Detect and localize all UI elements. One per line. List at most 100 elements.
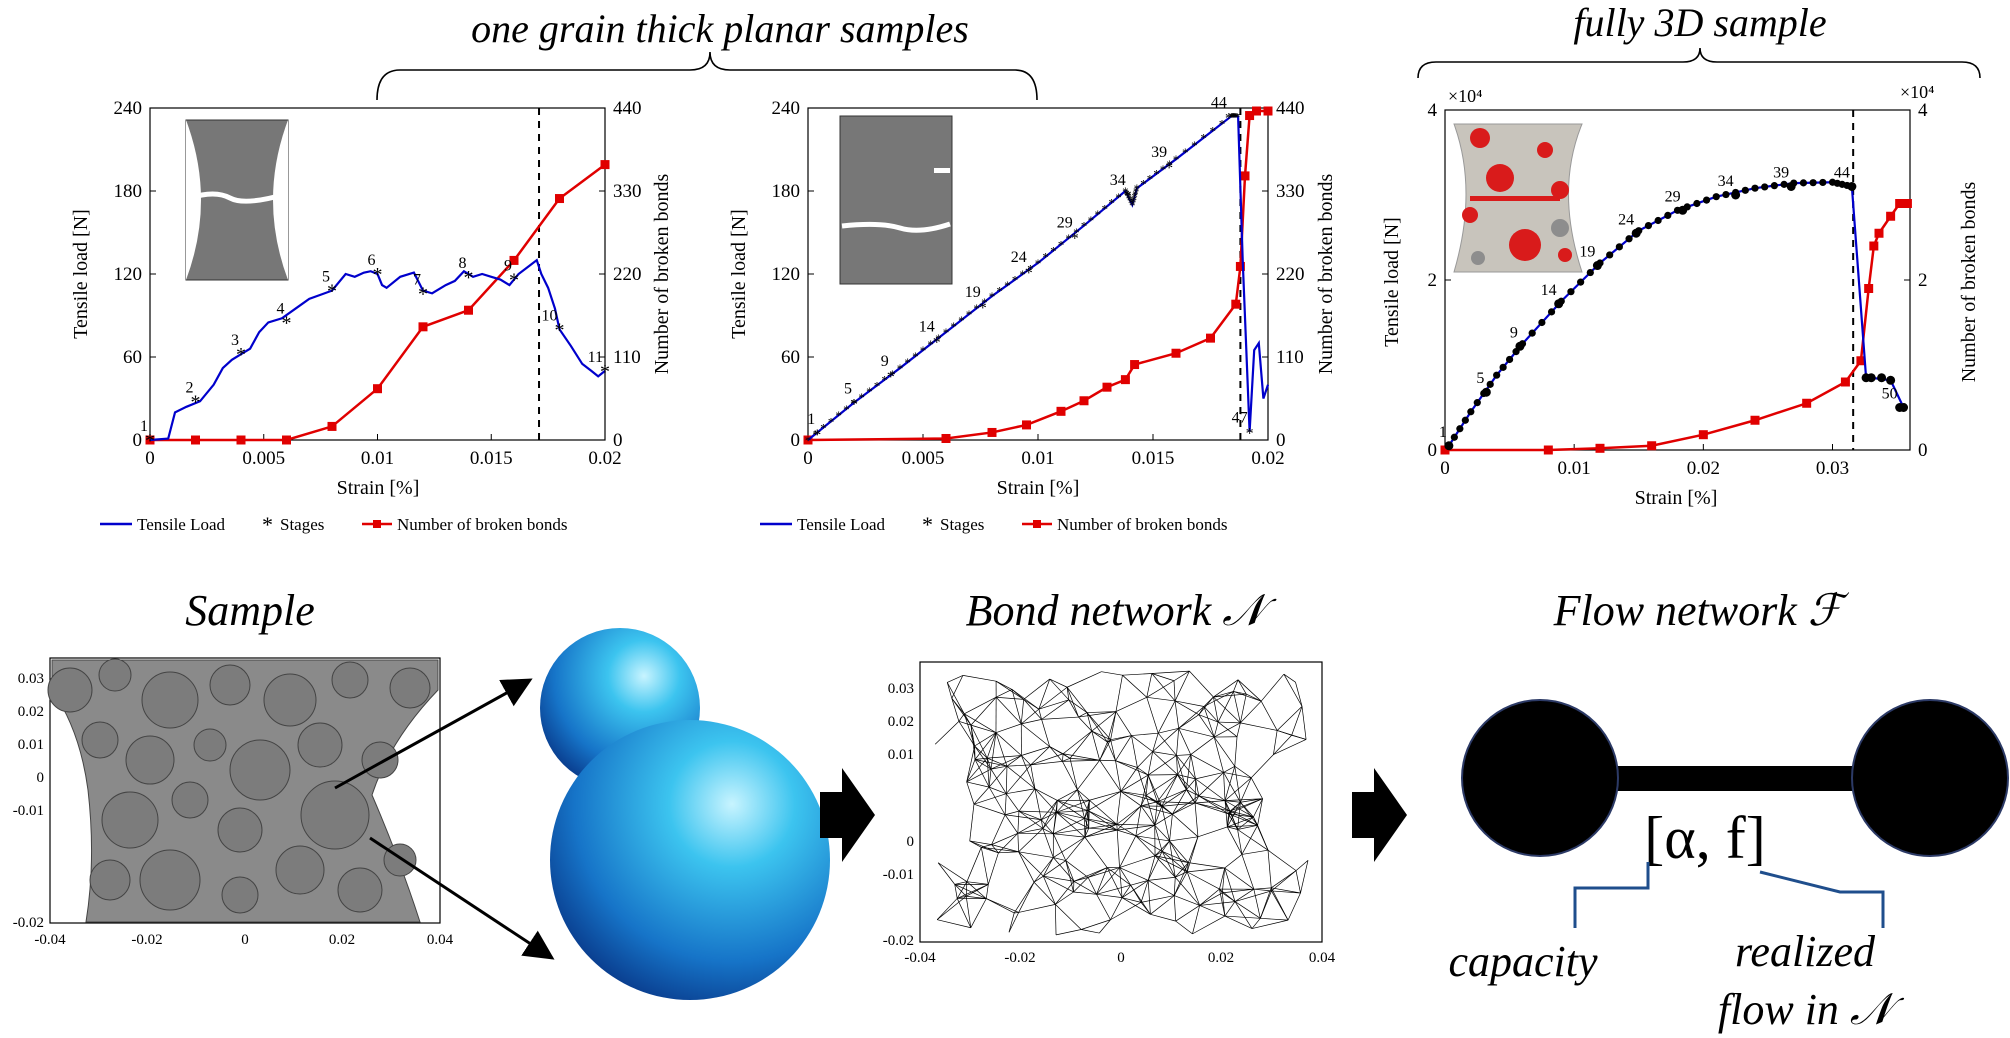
bond-edge	[1030, 753, 1064, 766]
stage-marker-dense: *	[1233, 109, 1240, 124]
stage-marker-dense: *	[943, 325, 950, 340]
broken-bonds-marker	[1235, 261, 1245, 271]
stage-marker: *	[887, 369, 895, 386]
bond-edge	[1295, 860, 1309, 871]
sample-x-tick-label: 0.04	[427, 932, 454, 948]
bond-edge	[1005, 766, 1008, 794]
bond-edge	[1042, 828, 1054, 858]
y2-tick-label: 330	[613, 181, 642, 202]
stage-marker-dense: *	[1128, 196, 1135, 211]
planar-header: one grain thick planar samples	[471, 6, 969, 51]
bond-edge	[1240, 777, 1252, 803]
bond-edge	[1190, 736, 1215, 755]
bond-edge	[1053, 836, 1086, 858]
bond-edge	[1174, 862, 1189, 878]
bond-edge	[1295, 870, 1301, 894]
bond-edge	[1213, 696, 1219, 723]
chart3-inset-3d-sample-render	[1453, 123, 1583, 273]
bond-edge	[1157, 774, 1178, 802]
stage-marker-dense: *	[1088, 213, 1095, 228]
x-tick-label: 0	[1440, 458, 1450, 479]
flow-node-left	[1461, 699, 1619, 857]
sample-y-tick-label: 0.01	[18, 737, 44, 753]
bond-y-tick-label: 0.01	[888, 747, 914, 763]
legend-bonds-label: Number of broken bonds	[1057, 515, 1227, 534]
bond-edge	[1130, 880, 1149, 886]
y2-tick-label: 220	[1276, 264, 1305, 285]
bond-edge	[986, 732, 997, 759]
bond-edge	[1240, 798, 1263, 803]
bond-network-title: Bond network 𝒩	[966, 586, 1278, 635]
x-tick-label: 0.015	[1132, 448, 1175, 469]
bond-edge	[1222, 888, 1254, 894]
bond-edge	[1169, 836, 1198, 842]
bond-edge	[1176, 754, 1191, 756]
bond-edge	[1154, 824, 1170, 842]
stage-marker-dense: *	[1042, 250, 1049, 265]
stage-marker-dense: *	[1234, 109, 1241, 124]
bond-edge	[1190, 754, 1196, 779]
x-tick-label: 0.005	[242, 448, 285, 469]
bond-edge	[1147, 774, 1158, 802]
broken-bonds-marker	[464, 305, 473, 315]
bond-edge	[1005, 793, 1020, 812]
bond-edge	[1213, 693, 1247, 698]
grain-circle	[209, 664, 251, 706]
x-tick-label: 0.02	[1251, 448, 1284, 469]
bond-edge	[1053, 857, 1075, 882]
bond-edge	[951, 675, 964, 699]
bond-edge	[1237, 816, 1254, 830]
bond-edge	[1023, 699, 1042, 720]
y2-tick-label: 110	[613, 347, 641, 368]
grain-circle	[389, 667, 431, 709]
broken-bonds-marker	[1895, 199, 1905, 208]
bond-edge	[1237, 824, 1258, 830]
bond-edge	[1173, 680, 1176, 701]
bond-edge	[1084, 836, 1108, 868]
bond-edge	[1073, 877, 1089, 882]
bond-edge	[1199, 905, 1226, 917]
bond-edge	[1198, 714, 1219, 723]
x-tick-label: 0.015	[470, 448, 513, 469]
bond-edge	[1257, 798, 1263, 826]
sample-x-tick-label: -0.02	[131, 932, 162, 948]
bond-edge	[1140, 805, 1173, 815]
bond-edge	[974, 732, 997, 760]
grain-circle	[275, 845, 325, 895]
bond-edge	[1140, 774, 1149, 806]
chart-planar-1: 0 0.005 0.01 0.015 0.02060120180240011022033…	[70, 98, 673, 537]
bond-edge	[1161, 774, 1178, 807]
stage-marker-dense: *	[1095, 207, 1102, 222]
bond-edge	[1073, 891, 1097, 895]
stage-marker-dense	[1577, 278, 1585, 286]
stage-marker: *	[1071, 231, 1079, 248]
bond-edge	[1062, 753, 1064, 762]
bond-edge	[1038, 678, 1051, 710]
bond-edge	[965, 896, 972, 928]
bond-edge	[1152, 751, 1177, 756]
broken-bonds-marker	[1240, 171, 1250, 181]
bond-edge	[1116, 791, 1122, 825]
bond-edge	[1276, 706, 1303, 731]
bond-edge	[1089, 800, 1118, 825]
stage-label: 14	[919, 318, 935, 335]
bond-edge	[1222, 892, 1236, 902]
bond-edge	[1186, 836, 1199, 872]
bond-edge	[1084, 800, 1090, 819]
broken-bonds-marker	[941, 433, 951, 443]
bond-edge	[1021, 708, 1040, 725]
chart-full3d: ×10⁴ ×10⁴ 0 0.01 0.02 0.0302402415914192429…	[1381, 82, 1980, 509]
bond-edge	[954, 884, 967, 897]
bond-edge	[1081, 929, 1100, 934]
stage-marker-dense	[1456, 425, 1464, 433]
bond-edge	[1116, 805, 1142, 825]
bond-edge	[980, 847, 989, 885]
bond-edge	[1271, 887, 1301, 894]
bond-edge	[1140, 801, 1158, 807]
bond-edge	[1084, 810, 1089, 819]
bond-edge	[995, 696, 1022, 725]
chart-planar-2: 0 0.005 0.01 0.015 0.02060120180240011022033…	[728, 94, 1337, 537]
bond-edge	[990, 755, 1022, 770]
bond-edge	[1233, 691, 1241, 723]
bond-edge	[1161, 851, 1176, 878]
